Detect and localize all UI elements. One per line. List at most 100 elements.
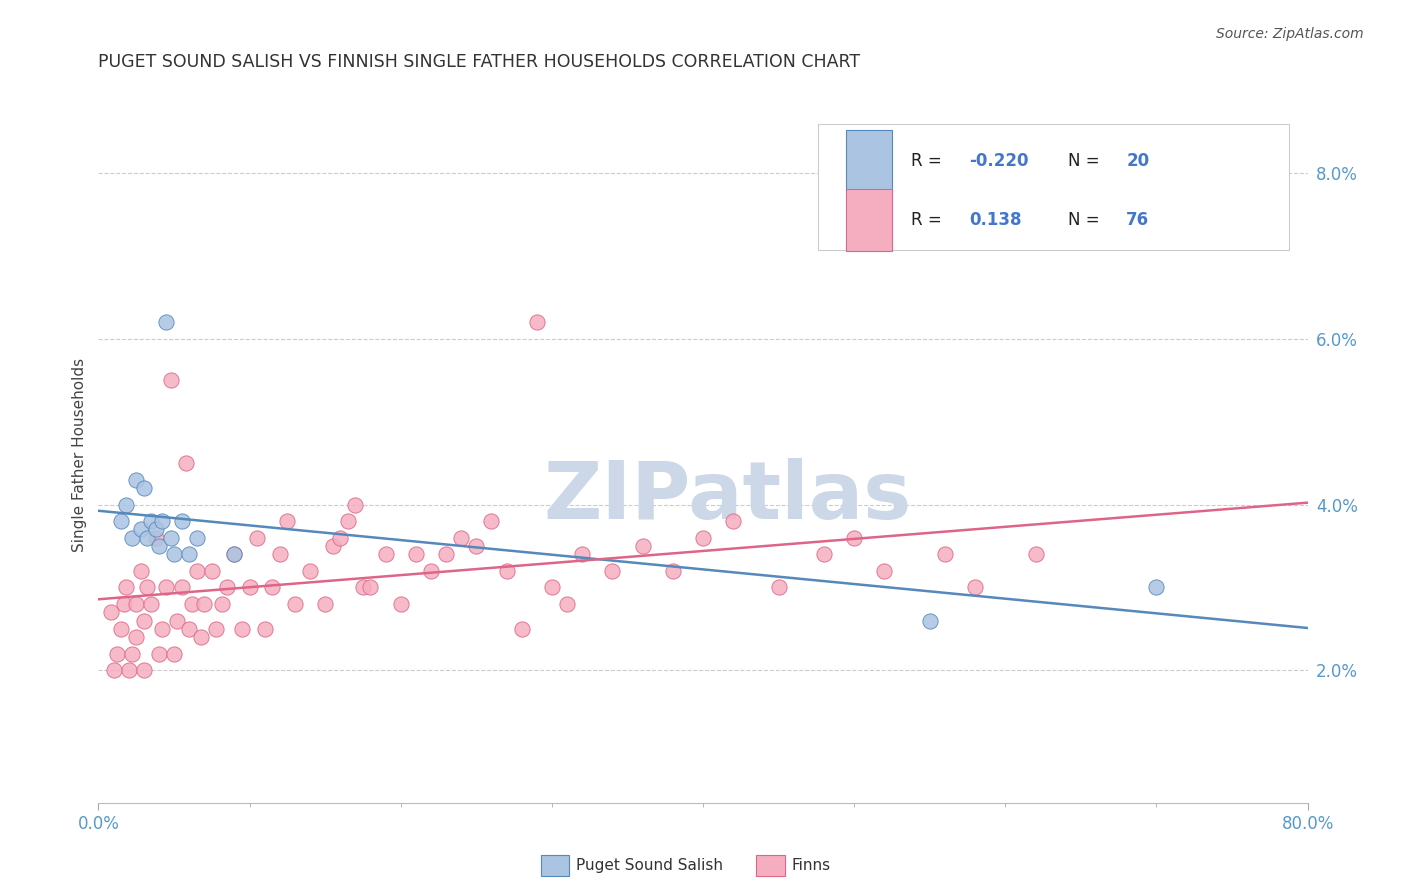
Point: [121, 647, 143, 661]
Point: [420, 564, 443, 578]
Point: [166, 614, 188, 628]
Point: [526, 315, 548, 329]
Point: [211, 597, 233, 611]
Point: [344, 498, 367, 512]
Text: 20: 20: [1126, 152, 1149, 170]
Point: [1144, 581, 1167, 595]
Point: [163, 547, 186, 561]
Point: [179, 547, 201, 561]
Text: -0.220: -0.220: [969, 152, 1029, 170]
Point: [434, 547, 457, 561]
Point: [186, 564, 208, 578]
Bar: [845, 189, 891, 252]
Point: [405, 547, 427, 561]
Text: Source: ZipAtlas.com: Source: ZipAtlas.com: [1216, 27, 1364, 41]
Point: [132, 481, 155, 495]
Point: [135, 531, 157, 545]
Point: [145, 531, 167, 545]
Point: [555, 597, 578, 611]
Point: [631, 539, 654, 553]
Point: [141, 514, 163, 528]
Point: [510, 622, 533, 636]
Point: [284, 597, 307, 611]
Point: [374, 547, 396, 561]
Point: [965, 581, 987, 595]
Point: [179, 622, 201, 636]
Point: [132, 614, 155, 628]
Point: [181, 597, 204, 611]
Point: [571, 547, 593, 561]
Point: [692, 531, 714, 545]
Point: [141, 597, 163, 611]
Point: [205, 622, 228, 636]
Point: [844, 531, 866, 545]
Point: [163, 647, 186, 661]
Point: [170, 514, 193, 528]
Text: R =: R =: [911, 211, 948, 229]
Point: [602, 564, 624, 578]
Point: [231, 622, 253, 636]
Point: [160, 531, 183, 545]
Point: [224, 547, 246, 561]
Point: [934, 547, 956, 561]
Point: [495, 564, 517, 578]
Point: [193, 597, 215, 611]
FancyBboxPatch shape: [818, 124, 1289, 250]
Point: [121, 531, 143, 545]
Point: [125, 597, 148, 611]
Point: [148, 539, 170, 553]
Text: Puget Sound Salish: Puget Sound Salish: [576, 858, 724, 872]
Point: [918, 614, 941, 628]
Point: [114, 498, 136, 512]
Point: [186, 531, 208, 545]
Point: [352, 581, 374, 595]
Point: [329, 531, 352, 545]
Point: [450, 531, 472, 545]
Point: [873, 564, 896, 578]
Point: [723, 514, 745, 528]
Point: [813, 547, 835, 561]
Point: [145, 523, 167, 537]
Point: [112, 597, 135, 611]
Point: [105, 647, 128, 661]
Point: [465, 539, 488, 553]
Point: [336, 514, 359, 528]
Point: [110, 622, 132, 636]
Point: [360, 581, 382, 595]
Text: N =: N =: [1069, 152, 1105, 170]
Point: [314, 597, 336, 611]
Point: [389, 597, 412, 611]
Point: [322, 539, 344, 553]
Point: [299, 564, 322, 578]
Point: [118, 663, 141, 677]
Point: [125, 473, 148, 487]
Point: [276, 514, 298, 528]
Point: [174, 456, 197, 470]
Point: [129, 564, 152, 578]
Text: PUGET SOUND SALISH VS FINNISH SINGLE FATHER HOUSEHOLDS CORRELATION CHART: PUGET SOUND SALISH VS FINNISH SINGLE FAT…: [98, 54, 860, 71]
Point: [246, 531, 269, 545]
Point: [262, 581, 284, 595]
Point: [103, 663, 125, 677]
Point: [768, 581, 790, 595]
Text: Finns: Finns: [792, 858, 831, 872]
Point: [269, 547, 291, 561]
Point: [170, 581, 193, 595]
Point: [150, 622, 173, 636]
Point: [540, 581, 562, 595]
Text: R =: R =: [911, 152, 948, 170]
Point: [155, 315, 177, 329]
Bar: [845, 129, 891, 193]
Point: [114, 581, 136, 595]
Point: [215, 581, 238, 595]
Point: [135, 581, 157, 595]
Point: [224, 547, 246, 561]
Point: [1024, 547, 1046, 561]
Y-axis label: Single Father Households: Single Father Households: [72, 358, 87, 552]
Point: [662, 564, 685, 578]
Point: [201, 564, 224, 578]
Point: [160, 373, 183, 387]
Point: [481, 514, 503, 528]
Text: 76: 76: [1126, 211, 1149, 229]
Text: 0.138: 0.138: [969, 211, 1022, 229]
